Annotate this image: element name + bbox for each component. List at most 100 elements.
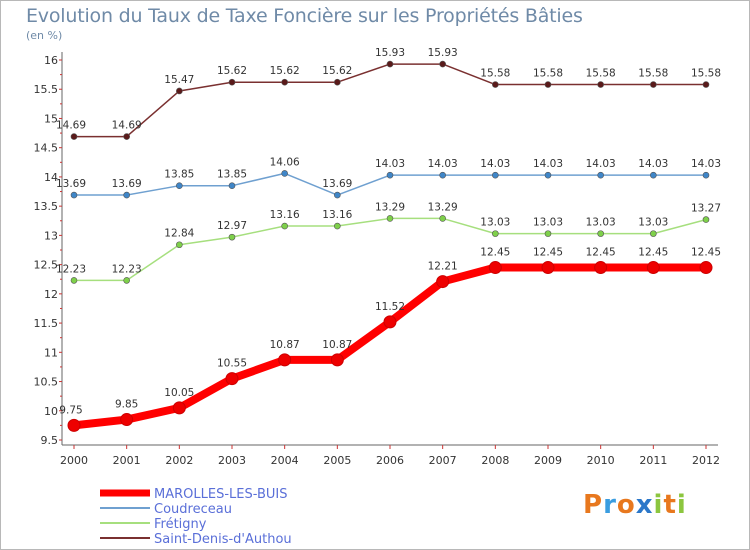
data-label: 13.69 <box>322 178 352 190</box>
data-point <box>386 171 394 179</box>
data-label: 15.93 <box>428 47 458 59</box>
data-point <box>439 215 446 222</box>
data-label: 15.58 <box>586 68 616 80</box>
data-point <box>544 81 552 88</box>
data-label: 13.03 <box>586 217 616 229</box>
x-tick-label: 2009 <box>534 454 562 467</box>
data-point <box>70 191 78 199</box>
data-point <box>492 81 499 88</box>
data-point <box>67 418 81 432</box>
data-label: 14.03 <box>375 158 405 170</box>
y-tick-label: 9.5 <box>41 434 59 447</box>
data-label: 13.03 <box>638 217 668 229</box>
y-axis-unit: (en %) <box>26 29 63 42</box>
series-line-0 <box>70 263 710 430</box>
legend-label: Coudreceau <box>154 502 232 517</box>
logo-letter: i <box>653 490 664 520</box>
data-point <box>544 171 552 179</box>
data-label: 14.69 <box>112 120 142 132</box>
data-point <box>228 78 236 86</box>
data-point <box>702 171 710 179</box>
data-label: 14.03 <box>638 158 668 170</box>
data-label: 12.23 <box>112 263 142 275</box>
data-point <box>123 277 130 284</box>
data-label: 13.16 <box>322 209 352 221</box>
data-label: 14.03 <box>428 158 458 170</box>
data-point <box>228 182 236 189</box>
data-point <box>176 241 183 249</box>
data-label: 12.45 <box>533 247 563 259</box>
y-tick-label: 12.5 <box>34 259 59 272</box>
data-point <box>123 133 130 140</box>
data-label: 12.45 <box>691 247 721 259</box>
legend-label: Frétigny <box>154 517 207 532</box>
data-point <box>334 78 341 86</box>
data-label: 13.27 <box>691 203 721 215</box>
y-tick-label: 15 <box>44 112 58 125</box>
y-tick-label: 13 <box>44 229 58 242</box>
data-point <box>228 233 236 241</box>
data-label: 12.45 <box>638 247 668 259</box>
x-tick-label: 2004 <box>271 454 299 467</box>
legend-label: MAROLLES-LES-BUIS <box>154 487 287 502</box>
data-label: 14.03 <box>586 158 616 170</box>
data-label: 13.69 <box>56 178 86 190</box>
data-label: 12.84 <box>164 228 194 240</box>
data-point <box>650 81 657 88</box>
x-tick-label: 2001 <box>113 454 141 467</box>
data-point <box>172 401 186 415</box>
x-tick-label: 2008 <box>481 454 509 467</box>
data-point <box>281 78 288 86</box>
x-tick-label: 2005 <box>323 454 351 467</box>
data-point <box>334 191 341 199</box>
data-label: 12.45 <box>480 247 510 259</box>
data-point <box>120 413 134 427</box>
data-label: 13.03 <box>480 217 510 229</box>
y-tick-label: 16 <box>44 54 58 67</box>
data-point <box>597 171 604 179</box>
logo-letter: o <box>616 490 636 520</box>
data-point <box>176 182 183 189</box>
data-label: 13.29 <box>428 201 458 213</box>
data-label: 15.62 <box>270 65 300 77</box>
data-label: 13.16 <box>270 209 300 221</box>
logo-letter: r <box>603 490 617 520</box>
x-tick-label: 2002 <box>165 454 193 467</box>
y-tick-label: 11.5 <box>34 317 59 330</box>
data-label: 9.85 <box>115 399 138 411</box>
x-tick-label: 2003 <box>218 454 246 467</box>
data-point <box>330 353 344 367</box>
data-label: 14.03 <box>480 158 510 170</box>
data-label: 14.06 <box>270 156 300 168</box>
data-label: 13.85 <box>164 169 194 181</box>
x-tick-label: 2000 <box>60 454 88 467</box>
data-label: 14.69 <box>56 120 86 132</box>
data-label: 15.58 <box>691 68 721 80</box>
data-label: 15.93 <box>375 47 405 59</box>
data-label: 12.21 <box>428 261 458 273</box>
x-tick-label: 2007 <box>429 454 457 467</box>
data-point <box>541 261 555 275</box>
data-point <box>594 261 608 275</box>
data-label: 13.85 <box>217 169 247 181</box>
data-label: 15.47 <box>164 74 194 86</box>
data-point <box>492 230 499 237</box>
data-point <box>488 261 502 275</box>
data-label: 10.87 <box>270 339 300 351</box>
data-point <box>383 315 397 329</box>
data-point <box>597 230 604 237</box>
y-tick-label: 12 <box>44 288 58 301</box>
y-tick-label: 14.5 <box>34 142 59 155</box>
data-label: 10.55 <box>217 358 247 370</box>
data-point <box>597 81 604 88</box>
y-tick-label: 13.5 <box>34 200 59 213</box>
y-tick-label: 10.5 <box>34 376 59 389</box>
data-point <box>492 171 499 179</box>
data-point <box>176 87 183 95</box>
data-point <box>70 133 78 140</box>
data-point <box>650 171 657 179</box>
logo-letter: x <box>635 490 654 520</box>
data-label: 12.23 <box>56 263 86 275</box>
